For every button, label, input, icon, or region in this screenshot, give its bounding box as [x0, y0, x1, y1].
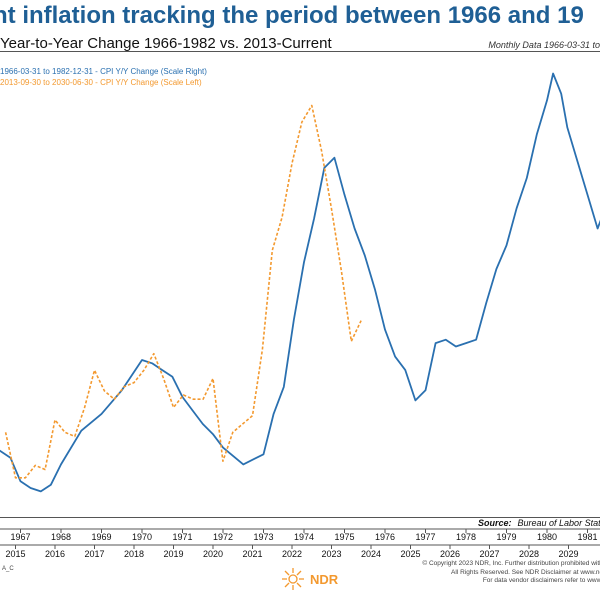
- top-axis-tick-label: 1978: [456, 532, 476, 542]
- source-text: Bureau of Labor Stat: [517, 518, 600, 528]
- bottom-axis-tick-label: 2027: [479, 549, 499, 559]
- chart-title: nt inflation tracking the period between…: [0, 2, 584, 29]
- bottom-axis-tick-label: 2026: [440, 549, 460, 559]
- ndr-logo: NDR: [282, 568, 339, 590]
- bottom-axis-tick-label: 2016: [45, 549, 65, 559]
- bottom-axis-tick-label: 2025: [400, 549, 420, 559]
- top-axis-tick-label: 1975: [334, 532, 354, 542]
- top-axis-tick-label: 1967: [10, 532, 30, 542]
- copyright-line-3: For data vendor disclaimers refer to www…: [482, 577, 600, 584]
- legend-entry-series-1: 1966-03-31 to 1982-12-31 - CPI Y/Y Chang…: [0, 67, 207, 76]
- top-axis-tick-label: 1973: [253, 532, 273, 542]
- bottom-axis-tick-label: 2021: [242, 549, 262, 559]
- bottom-axis-tick-label: 2015: [5, 549, 25, 559]
- bottom-axis-tick-label: 2028: [519, 549, 539, 559]
- top-axis-tick-label: 1972: [213, 532, 233, 542]
- top-axis-tick-label: 1969: [91, 532, 111, 542]
- top-axis-tick-label: 1968: [51, 532, 71, 542]
- data-range-note: Monthly Data 1966-03-31 to: [488, 40, 600, 50]
- bottom-axis-tick-label: 2023: [321, 549, 341, 559]
- top-axis-tick-label: 1977: [415, 532, 435, 542]
- chart-subtitle: Year-to-Year Change 1966-1982 vs. 2013-C…: [0, 35, 332, 52]
- source-note: Source: Bureau of Labor Stat: [478, 518, 600, 528]
- copyright-block: © Copyright 2023 NDR, Inc. Further distr…: [370, 560, 600, 586]
- plot-frame: [0, 51, 600, 518]
- bottom-axis-tick-label: 2019: [163, 549, 183, 559]
- top-axis-tick-label: 1970: [132, 532, 152, 542]
- bottom-axis-tick-label: 2024: [361, 549, 381, 559]
- series-line-2013-current: [4, 104, 362, 479]
- bottom-axis-tick-label: 2022: [282, 549, 302, 559]
- bottom-axis-tick-label: 2017: [84, 549, 104, 559]
- copyright-line-2: All Rights Reserved. See NDR Disclaimer …: [451, 568, 600, 576]
- top-axis-tick-label: 1971: [172, 532, 192, 542]
- top-axis-tick-label: 1974: [294, 532, 314, 542]
- series-line-1966-1982: [0, 72, 600, 493]
- copyright-line-1: © Copyright 2023 NDR, Inc. Further distr…: [422, 560, 600, 567]
- top-axis-tick-label: 1976: [375, 532, 395, 542]
- bottom-axis-tick-label: 2029: [558, 549, 578, 559]
- bottom-axis-tick-label: 2018: [124, 549, 144, 559]
- legend-entry-series-2: 2013-09-30 to 2030-06-30 - CPI Y/Y Chang…: [0, 78, 202, 87]
- logo-text: NDR: [310, 572, 339, 587]
- legend: 1966-03-31 to 1982-12-31 - CPI Y/Y Chang…: [0, 66, 207, 88]
- top-axis-tick-label: 1981: [577, 532, 597, 542]
- source-label: Source:: [478, 518, 512, 528]
- bottom-axis-tick-label: 2020: [203, 549, 223, 559]
- chart-id: A_C: [2, 566, 14, 572]
- logo-sun-icon: [282, 568, 304, 590]
- top-axis-tick-label: 1980: [537, 532, 557, 542]
- top-axis-tick-label: 1979: [496, 532, 516, 542]
